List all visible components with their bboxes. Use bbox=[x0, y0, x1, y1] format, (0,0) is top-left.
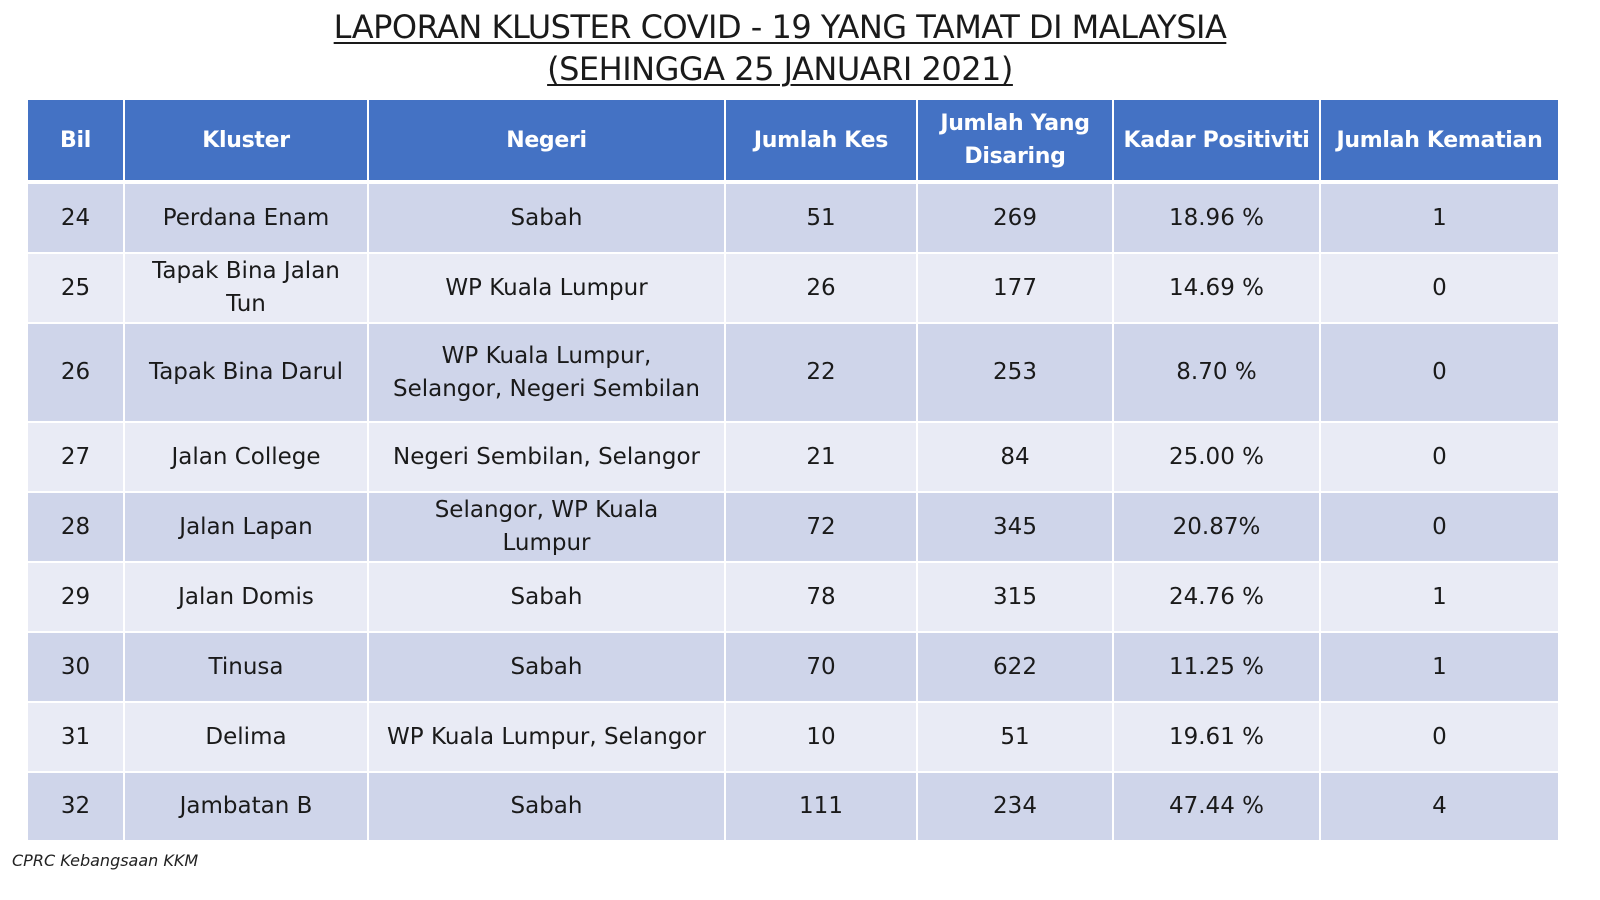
cell-bil: 31 bbox=[28, 702, 125, 773]
header-kluster: Kluster bbox=[124, 100, 369, 184]
cell-jumlah-kematian: 4 bbox=[1320, 772, 1558, 842]
cell-jumlah-kematian: 1 bbox=[1320, 632, 1558, 703]
cell-jumlah-disaring: 177 bbox=[917, 253, 1114, 324]
header-bil: Bil bbox=[28, 100, 125, 184]
cell-jumlah-kematian: 0 bbox=[1320, 323, 1558, 423]
cell-kluster: Tapak Bina Jalan Tun bbox=[124, 253, 369, 324]
table-row: 32 Jambatan B Sabah 111 234 47.44 % 4 bbox=[28, 772, 1558, 842]
cell-bil: 27 bbox=[28, 422, 125, 493]
cell-negeri: Sabah bbox=[368, 562, 726, 633]
table-row: 28 Jalan Lapan Selangor, WP Kuala Lumpur… bbox=[28, 492, 1558, 563]
cell-kluster: Tinusa bbox=[124, 632, 369, 703]
cell-jumlah-kematian: 0 bbox=[1320, 492, 1558, 563]
table-row: 25 Tapak Bina Jalan Tun WP Kuala Lumpur … bbox=[28, 253, 1558, 324]
cell-bil: 29 bbox=[28, 562, 125, 633]
table-row: 27 Jalan College Negeri Sembilan, Selang… bbox=[28, 422, 1558, 493]
cell-kadar-positiviti: 8.70 % bbox=[1113, 323, 1321, 423]
cell-kadar-positiviti: 20.87% bbox=[1113, 492, 1321, 563]
cluster-table: Bil Kluster Negeri Jumlah Kes Jumlah Yan… bbox=[28, 100, 1558, 842]
cell-jumlah-kematian: 1 bbox=[1320, 562, 1558, 633]
title-line-2: (SEHINGGA 25 JANUARI 2021) bbox=[0, 48, 1560, 90]
cell-negeri: Selangor, WP Kuala Lumpur bbox=[368, 492, 726, 563]
header-negeri: Negeri bbox=[368, 100, 726, 184]
cell-jumlah-disaring: 315 bbox=[917, 562, 1114, 633]
cell-kluster: Tapak Bina Darul bbox=[124, 323, 369, 423]
cell-kadar-positiviti: 19.61 % bbox=[1113, 702, 1321, 773]
cell-kadar-positiviti: 18.96 % bbox=[1113, 182, 1321, 254]
cell-bil: 32 bbox=[28, 772, 125, 842]
cell-jumlah-kes: 22 bbox=[725, 323, 918, 423]
cell-jumlah-kematian: 0 bbox=[1320, 253, 1558, 324]
cell-kluster: Jalan College bbox=[124, 422, 369, 493]
title-text-2: (SEHINGGA 25 JANUARI 2021) bbox=[547, 50, 1013, 88]
header-jumlah-kes: Jumlah Kes bbox=[725, 100, 918, 184]
header-jumlah-kematian: Jumlah Kematian bbox=[1320, 100, 1558, 184]
cell-bil: 28 bbox=[28, 492, 125, 563]
cell-jumlah-disaring: 234 bbox=[917, 772, 1114, 842]
title-line-1: LAPORAN KLUSTER COVID - 19 YANG TAMAT DI… bbox=[0, 6, 1560, 48]
cell-jumlah-kematian: 0 bbox=[1320, 702, 1558, 773]
cell-jumlah-disaring: 84 bbox=[917, 422, 1114, 493]
cell-kadar-positiviti: 25.00 % bbox=[1113, 422, 1321, 493]
cell-negeri: Negeri Sembilan, Selangor bbox=[368, 422, 726, 493]
title-text-1: LAPORAN KLUSTER COVID - 19 YANG TAMAT DI… bbox=[333, 8, 1227, 46]
header-row: Bil Kluster Negeri Jumlah Kes Jumlah Yan… bbox=[28, 100, 1558, 184]
table-row: 29 Jalan Domis Sabah 78 315 24.76 % 1 bbox=[28, 562, 1558, 633]
cell-jumlah-kes: 51 bbox=[725, 182, 918, 254]
cell-jumlah-kes: 72 bbox=[725, 492, 918, 563]
report-title: LAPORAN KLUSTER COVID - 19 YANG TAMAT DI… bbox=[0, 6, 1560, 90]
cell-negeri: Sabah bbox=[368, 632, 726, 703]
table-row: 31 Delima WP Kuala Lumpur, Selangor 10 5… bbox=[28, 702, 1558, 773]
header-kadar-positiviti: Kadar Positiviti bbox=[1113, 100, 1321, 184]
table-row: 30 Tinusa Sabah 70 622 11.25 % 1 bbox=[28, 632, 1558, 703]
cell-kluster: Delima bbox=[124, 702, 369, 773]
cell-jumlah-disaring: 253 bbox=[917, 323, 1114, 423]
cell-jumlah-kes: 70 bbox=[725, 632, 918, 703]
cell-jumlah-kes: 78 bbox=[725, 562, 918, 633]
table-row: 26 Tapak Bina Darul WP Kuala Lumpur, Sel… bbox=[28, 323, 1558, 423]
cell-jumlah-kes: 21 bbox=[725, 422, 918, 493]
cell-bil: 25 bbox=[28, 253, 125, 324]
cell-negeri: WP Kuala Lumpur bbox=[368, 253, 726, 324]
cell-kluster: Jalan Domis bbox=[124, 562, 369, 633]
cell-jumlah-disaring: 269 bbox=[917, 182, 1114, 254]
cell-kluster: Jambatan B bbox=[124, 772, 369, 842]
cell-bil: 26 bbox=[28, 323, 125, 423]
cell-kadar-positiviti: 14.69 % bbox=[1113, 253, 1321, 324]
cell-bil: 24 bbox=[28, 182, 125, 254]
cell-negeri: Sabah bbox=[368, 182, 726, 254]
cell-jumlah-kes: 10 bbox=[725, 702, 918, 773]
table-row: 24 Perdana Enam Sabah 51 269 18.96 % 1 bbox=[28, 182, 1558, 254]
cell-kluster: Perdana Enam bbox=[124, 182, 369, 254]
cell-jumlah-disaring: 622 bbox=[917, 632, 1114, 703]
header-jumlah-disaring: Jumlah Yang Disaring bbox=[917, 100, 1114, 184]
cell-jumlah-kematian: 1 bbox=[1320, 182, 1558, 254]
cell-jumlah-disaring: 51 bbox=[917, 702, 1114, 773]
cell-kadar-positiviti: 47.44 % bbox=[1113, 772, 1321, 842]
cell-jumlah-kes: 111 bbox=[725, 772, 918, 842]
cell-jumlah-kematian: 0 bbox=[1320, 422, 1558, 493]
cell-kadar-positiviti: 11.25 % bbox=[1113, 632, 1321, 703]
source-note: CPRC Kebangsaan KKM bbox=[12, 851, 199, 870]
cell-kluster: Jalan Lapan bbox=[124, 492, 369, 563]
cell-jumlah-kes: 26 bbox=[725, 253, 918, 324]
cell-jumlah-disaring: 345 bbox=[917, 492, 1114, 563]
cell-negeri: WP Kuala Lumpur, Selangor bbox=[368, 702, 726, 773]
cell-kadar-positiviti: 24.76 % bbox=[1113, 562, 1321, 633]
cell-bil: 30 bbox=[28, 632, 125, 703]
cell-negeri: Sabah bbox=[368, 772, 726, 842]
cell-negeri: WP Kuala Lumpur, Selangor, Negeri Sembil… bbox=[368, 323, 726, 423]
